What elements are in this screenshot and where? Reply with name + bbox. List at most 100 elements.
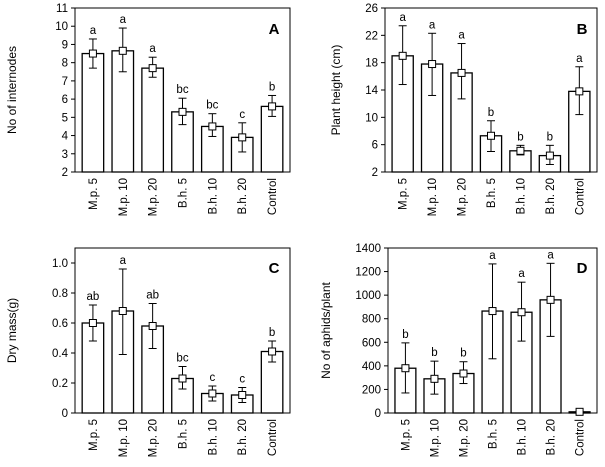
- bar: [81, 52, 105, 173]
- y-tick-label: 8: [62, 58, 68, 70]
- y-tick-label: 1400: [355, 243, 381, 255]
- y-tick-label: 0.4: [52, 348, 69, 360]
- bar: [141, 67, 165, 173]
- y-axis-label: Dry mass(g): [5, 298, 19, 363]
- mean-marker: [208, 122, 217, 131]
- panel-a: 2 3 4 5 6 7 8 9 10 11 No of internodes Aa M.p. 5 a M.p…: [5, 3, 291, 216]
- panel-letter: D: [577, 260, 588, 277]
- significance-label: bc: [206, 100, 218, 112]
- mean-marker: [459, 369, 468, 378]
- y-tick-label: 3: [62, 149, 68, 161]
- y-tick-label: 11: [56, 3, 68, 15]
- significance-label: b: [547, 131, 553, 143]
- y-tick-label: 6: [372, 140, 378, 152]
- category-label: B.h. 5: [486, 178, 498, 208]
- category-label: B.h. 5: [178, 419, 190, 449]
- significance-label: c: [239, 109, 245, 121]
- mean-marker: [88, 319, 97, 327]
- category-label: B.h. 10: [207, 178, 219, 214]
- category-label: B.h. 5: [488, 419, 500, 449]
- y-axis-label: No of internodes: [5, 46, 19, 134]
- category-label: B.h. 10: [515, 178, 527, 214]
- y-tick-label: 6: [62, 94, 68, 106]
- mean-marker: [238, 391, 247, 399]
- mean-marker: [398, 51, 407, 60]
- significance-label: a: [120, 255, 127, 267]
- mean-marker: [545, 151, 554, 160]
- category-label: B.h. 20: [237, 419, 249, 455]
- y-tick-label: 1.0: [52, 258, 68, 270]
- significance-label: b: [402, 329, 408, 341]
- category-label: M.p. 10: [427, 178, 439, 216]
- category-label: M.p. 20: [457, 178, 469, 216]
- mean-marker: [401, 364, 410, 373]
- category-label: M.p. 5: [88, 419, 100, 451]
- category-label: B.h. 20: [237, 178, 249, 214]
- mean-marker: [546, 295, 555, 304]
- category-label: M.p. 10: [118, 178, 130, 216]
- significance-label: a: [489, 250, 496, 262]
- category-label: M.p. 20: [458, 419, 470, 457]
- mean-marker: [118, 307, 127, 315]
- y-tick-label: 18: [365, 58, 378, 70]
- panel-d: 0 200 400 600 800 1000 1200 1400 No of aphids/pl…: [319, 243, 598, 457]
- y-tick-label: 400: [362, 361, 381, 373]
- mean-marker: [208, 389, 217, 398]
- significance-label: a: [576, 53, 583, 65]
- y-axis-label: No of aphids/plant: [319, 281, 333, 378]
- y-tick-label: 1000: [355, 290, 381, 302]
- category-label: M.p. 5: [398, 178, 410, 210]
- y-tick-label: 1200: [355, 267, 381, 279]
- y-tick-label: 600: [362, 337, 381, 349]
- y-tick-label: 0: [375, 408, 381, 420]
- category-label: Control: [575, 419, 587, 456]
- significance-label: bc: [176, 353, 188, 365]
- category-label: B.h. 10: [207, 419, 219, 455]
- y-tick-label: 0: [62, 408, 68, 420]
- significance-label: a: [429, 19, 436, 31]
- y-tick-label: 2: [372, 167, 378, 179]
- significance-label: a: [149, 43, 156, 55]
- mean-marker: [268, 347, 277, 356]
- mean-marker: [488, 307, 497, 316]
- category-label: Control: [574, 178, 586, 215]
- y-axis-label: Plant height (cm): [329, 45, 343, 136]
- mean-marker: [238, 133, 247, 142]
- category-label: B.h. 20: [546, 419, 558, 455]
- significance-label: bc: [176, 84, 188, 96]
- significance-label: ab: [146, 290, 159, 302]
- y-tick-label: 0.8: [52, 288, 68, 300]
- y-tick-label: 22: [365, 30, 378, 42]
- y-tick-label: 10: [365, 112, 378, 124]
- mean-marker: [178, 374, 187, 383]
- significance-label: a: [547, 249, 554, 261]
- y-tick-label: 800: [362, 314, 381, 326]
- mean-marker: [457, 68, 466, 77]
- mean-marker: [516, 146, 525, 155]
- category-label: B.h. 5: [178, 178, 190, 208]
- y-tick-label: 5: [62, 112, 68, 124]
- y-tick-label: 0.6: [52, 318, 68, 330]
- significance-label: b: [431, 347, 437, 359]
- significance-label: b: [517, 131, 523, 143]
- significance-label: a: [399, 12, 406, 24]
- category-label: B.h. 10: [517, 419, 529, 455]
- y-tick-label: 7: [62, 76, 68, 88]
- mean-marker: [575, 407, 584, 416]
- panel-letter: C: [269, 260, 280, 277]
- y-tick-label: 0.2: [52, 378, 68, 390]
- y-tick-label: 9: [62, 39, 68, 51]
- significance-label: a: [90, 25, 97, 37]
- significance-label: c: [209, 372, 215, 384]
- mean-marker: [148, 322, 157, 330]
- mean-marker: [575, 87, 584, 96]
- y-tick-label: 10: [55, 21, 68, 33]
- y-tick-label: 4: [62, 131, 69, 143]
- mean-marker: [517, 308, 526, 317]
- category-label: M.p. 5: [88, 178, 100, 210]
- mean-marker: [118, 46, 127, 55]
- panel-letter: A: [269, 21, 280, 38]
- mean-marker: [148, 64, 157, 73]
